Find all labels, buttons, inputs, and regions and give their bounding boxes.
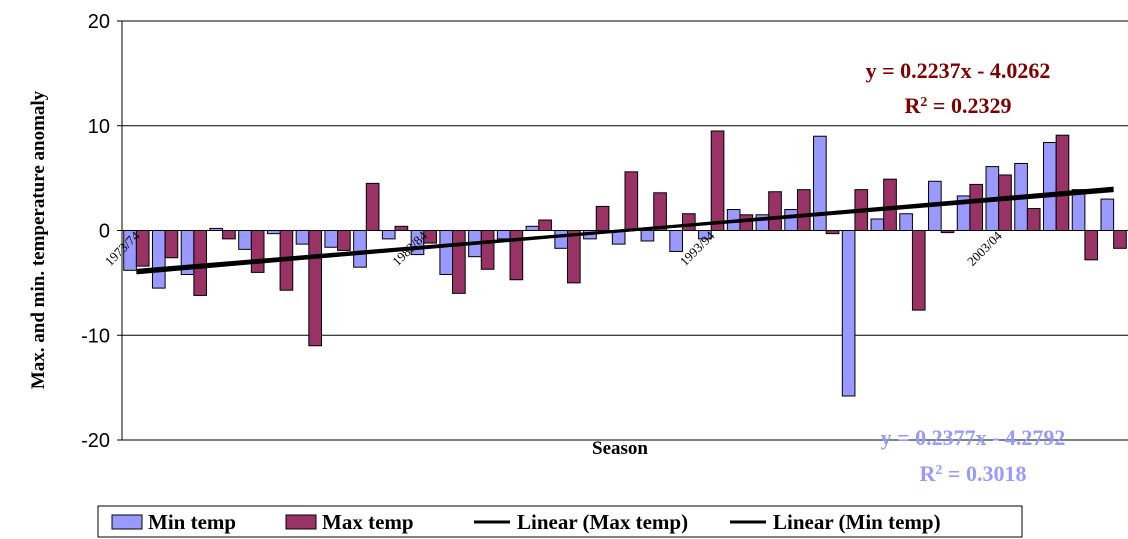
- max-temp-bar: [135, 230, 150, 267]
- min-temp-bar: [554, 230, 569, 249]
- min-temp-bar: [266, 230, 281, 235]
- max-trend-r2-letter: R: [905, 93, 922, 118]
- x-axis-title: Season: [592, 438, 648, 459]
- y-tick-label: -10: [81, 325, 110, 347]
- y-tick-labels: -20 -10 0 10 20: [81, 11, 110, 452]
- min-temp-bar: [841, 230, 856, 397]
- max-trend-r2: R2 = 0.2329: [905, 93, 1012, 118]
- max-temp-bar: [193, 230, 208, 296]
- max-temp-bar: [452, 230, 466, 294]
- max-temp-bar: [710, 130, 725, 232]
- max-temp-bar: [739, 214, 754, 231]
- max-temp-bar: [365, 182, 380, 231]
- category-label: 2003/04: [964, 228, 1005, 269]
- max-temp-bar: [998, 174, 1012, 231]
- min-temp-bar: [439, 230, 454, 275]
- trendline: [136, 186, 1114, 275]
- min-temp-bar: [381, 230, 396, 240]
- min-temp-bar: [238, 230, 252, 250]
- min-temp-bar: [1100, 198, 1115, 232]
- legend-label-linear-min: Linear (Min temp): [773, 510, 941, 534]
- max-temp-bar: [394, 225, 409, 231]
- y-axis-title: Max. and min. temperature anomaly: [28, 90, 49, 389]
- max-temp-bar: [567, 230, 581, 284]
- trendlines: [136, 186, 1114, 275]
- min-temp-bar: [525, 225, 540, 231]
- max-temp-bar: [624, 171, 639, 231]
- y-tick-label: -20: [81, 430, 110, 452]
- min-temp-bar: [295, 230, 310, 245]
- max-temp-bar: [222, 230, 236, 240]
- max-temp-bar: [1084, 230, 1099, 261]
- min-temp-bar: [496, 230, 511, 240]
- max-trend-equation-text: y = 0.2237x - 4.0262: [866, 58, 1051, 83]
- legend-label-max-temp: Max temp: [322, 510, 414, 534]
- max-temp-bar: [1026, 208, 1041, 231]
- min-trend-equation-text: y = 0.2377x - 4.2792: [881, 425, 1066, 450]
- min-trend-r2: R2 = 0.3018: [920, 461, 1027, 486]
- min-temp-bar: [324, 230, 339, 248]
- legend: Min temp Max temp Linear (Max temp) Line…: [97, 505, 1023, 538]
- max-trend-r2-sup: 2: [920, 95, 927, 110]
- max-temp-bar: [883, 178, 897, 231]
- max-trend-r2-value: = 0.2329: [927, 93, 1011, 118]
- max-temp-bar: [1055, 134, 1070, 231]
- min-trend-r2-letter: R: [920, 461, 937, 486]
- min-trend-r2-sup: 2: [935, 463, 942, 478]
- max-trend-equation: y = 0.2237x - 4.0262: [866, 58, 1051, 83]
- min-temp-bar: [870, 218, 885, 231]
- max-temp-bar: [595, 205, 610, 232]
- legend-box: [97, 505, 1023, 538]
- max-temp-bar: [1113, 230, 1127, 249]
- legend-swatch-min-temp: [111, 514, 143, 530]
- max-temp-bar: [509, 230, 524, 281]
- max-temp-bar: [480, 230, 495, 270]
- min-temp-bar: [1071, 189, 1086, 231]
- min-temp-bar: [640, 230, 655, 242]
- min-temp-bar: [1043, 142, 1057, 231]
- max-temp-bar: [423, 230, 437, 244]
- max-temp-bar: [164, 230, 179, 259]
- y-tick-label: 10: [88, 116, 110, 138]
- min-temp-bar: [151, 230, 166, 289]
- min-temp-bar: [813, 135, 827, 231]
- max-temp-bar: [250, 230, 265, 273]
- max-temp-bar: [308, 230, 322, 347]
- max-temp-bar: [940, 230, 955, 234]
- bars: [123, 130, 1127, 397]
- min-trend-r2-value: = 0.3018: [942, 461, 1026, 486]
- max-temp-bar: [911, 230, 926, 311]
- min-temp-bar: [669, 230, 683, 252]
- y-tick-label: 0: [99, 221, 110, 243]
- min-trend-equation: y = 0.2377x - 4.2792: [881, 425, 1066, 450]
- max-temp-bar: [538, 219, 552, 232]
- legend-label-min-temp: Min temp: [148, 510, 236, 534]
- max-temp-bar: [825, 230, 840, 235]
- max-temp-bar: [796, 189, 811, 231]
- min-temp-bar: [899, 213, 913, 232]
- min-temp-bar: [698, 230, 712, 240]
- max-temp-bar: [653, 192, 667, 231]
- max-temp-bar: [681, 213, 696, 232]
- max-temp-bar: [337, 230, 351, 251]
- max-temp-bar: [768, 191, 782, 232]
- legend-swatch-max-temp: [285, 514, 317, 530]
- min-temp-bar: [353, 230, 367, 268]
- max-temp-bar: [969, 183, 984, 232]
- min-temp-bar: [209, 227, 224, 232]
- y-tick-label: 20: [88, 11, 110, 33]
- min-temp-bar: [784, 209, 798, 232]
- legend-label-linear-max: Linear (Max temp): [517, 510, 688, 534]
